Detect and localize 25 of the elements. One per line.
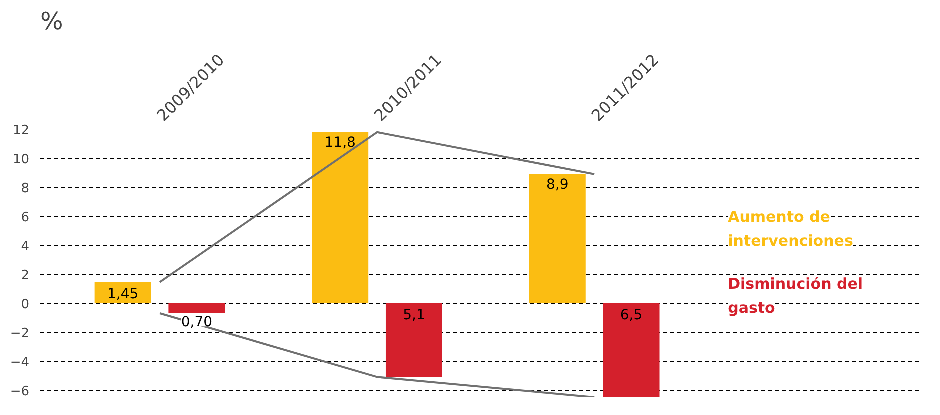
y-axis-title: %: [40, 8, 64, 36]
bar: [94, 282, 152, 304]
text: Disminución del gasto: [728, 274, 864, 317]
data-label: 0,70: [181, 314, 213, 331]
y-tick-label: 12: [12, 124, 30, 138]
data-label: 11,8: [324, 135, 356, 152]
bar: [603, 303, 660, 398]
y-tick-label: 0: [21, 297, 30, 312]
y-tick-label: 4: [21, 239, 30, 254]
bar: [529, 174, 586, 304]
bar: [386, 303, 442, 378]
y-tick-label: −2: [10, 326, 30, 342]
data-label: 6,5: [620, 307, 643, 324]
text: Aumento de intervenciones: [728, 208, 854, 250]
bar: [168, 303, 226, 314]
y-tick-label: 6: [21, 210, 30, 226]
y-tick-label: 10: [12, 152, 30, 168]
data-label: 1,45: [107, 286, 139, 302]
y-tick-label: −6: [10, 384, 30, 400]
data-label: 8,9: [546, 177, 569, 194]
y-tick-label: −4: [10, 355, 30, 370]
data-label: 5,1: [403, 307, 426, 324]
bar: [312, 132, 369, 304]
y-tick-label: 8: [21, 181, 30, 196]
y-tick-label: 2: [21, 268, 30, 284]
